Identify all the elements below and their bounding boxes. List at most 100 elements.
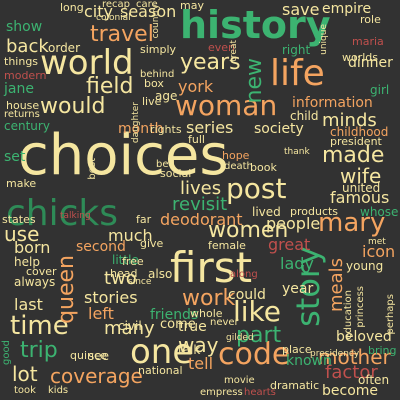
word-right: right bbox=[282, 43, 311, 57]
word-like: like bbox=[233, 295, 282, 328]
word-york: york bbox=[178, 77, 214, 96]
word-set: set bbox=[4, 149, 26, 165]
word-presidency: presidency bbox=[310, 349, 360, 359]
word-choices: choices bbox=[18, 123, 229, 188]
word-age: age bbox=[155, 89, 178, 103]
word-kids: kids bbox=[48, 385, 69, 396]
word-states: states bbox=[2, 213, 36, 226]
word-often: often bbox=[358, 373, 390, 387]
word-queen: queen bbox=[54, 255, 79, 324]
word-best: best bbox=[87, 158, 98, 180]
word-series: series bbox=[186, 118, 234, 137]
word-year: year bbox=[282, 281, 314, 297]
word-always: always bbox=[14, 275, 56, 289]
word-lives: lives bbox=[180, 178, 222, 199]
word-perhaps: perhaps bbox=[385, 294, 396, 335]
word-behind: behind bbox=[140, 69, 175, 80]
word-things: things bbox=[4, 55, 39, 68]
word-would: would bbox=[40, 94, 106, 119]
word-first: first bbox=[170, 243, 253, 292]
word-make: make bbox=[6, 177, 37, 190]
word-world: world bbox=[40, 43, 134, 83]
word-child: child bbox=[290, 109, 319, 123]
word-took: took bbox=[14, 385, 36, 396]
word-part: part bbox=[236, 323, 282, 348]
word-use: use bbox=[4, 222, 40, 246]
word-maria: maria bbox=[352, 35, 384, 48]
word-far: far bbox=[136, 213, 152, 226]
word-famous: famous bbox=[330, 188, 390, 207]
word-box: box bbox=[144, 77, 164, 90]
word-left: left bbox=[88, 304, 114, 323]
word-last: last bbox=[14, 295, 43, 314]
word-also: also bbox=[148, 267, 173, 281]
word-people: people bbox=[266, 214, 321, 233]
word-history: history bbox=[180, 3, 331, 47]
word-woman: woman bbox=[175, 89, 278, 122]
word-movie: movie bbox=[224, 375, 255, 386]
word-empress: empress bbox=[200, 387, 243, 398]
word-education: education bbox=[343, 290, 354, 340]
word-daughter: daughter bbox=[131, 102, 141, 144]
word-social: social bbox=[160, 167, 192, 180]
word-great: great bbox=[268, 235, 311, 254]
word-city: city bbox=[84, 2, 113, 21]
word-back: back bbox=[6, 36, 49, 57]
word-childhood: childhood bbox=[330, 125, 389, 139]
word-quince: quince bbox=[70, 349, 107, 362]
word-friends: friends bbox=[150, 307, 199, 323]
word-care: care bbox=[136, 0, 158, 10]
word-society: society bbox=[254, 121, 304, 137]
word-met: met bbox=[368, 237, 386, 247]
word-could: could bbox=[228, 287, 266, 303]
word-beloved: beloved bbox=[336, 329, 392, 345]
word-post: post bbox=[226, 172, 287, 205]
word-travel: travel bbox=[90, 22, 154, 47]
word-wife: wife bbox=[340, 164, 382, 188]
word-talk: talk bbox=[178, 343, 201, 357]
word-simply: simply bbox=[140, 43, 177, 56]
word-minds: minds bbox=[322, 110, 377, 131]
word-order: order bbox=[48, 41, 80, 55]
word-full: full bbox=[188, 133, 205, 146]
word-trip: trip bbox=[20, 338, 58, 363]
word-life: life bbox=[270, 53, 325, 94]
word-mary: mary bbox=[318, 208, 386, 238]
word-unique: unique bbox=[319, 24, 329, 55]
word-young: young bbox=[346, 259, 384, 273]
word-jane: jane bbox=[4, 81, 34, 97]
word-known: known bbox=[286, 353, 332, 369]
word-century: century bbox=[4, 119, 50, 133]
word-talking: talking bbox=[60, 211, 91, 221]
word-long: long bbox=[60, 1, 84, 14]
word-save: save bbox=[282, 0, 320, 19]
word-thank: thank bbox=[284, 147, 310, 157]
word-give: give bbox=[140, 237, 164, 250]
word-many: many bbox=[104, 318, 155, 339]
word-united: united bbox=[342, 181, 381, 195]
word-made: made bbox=[322, 143, 385, 168]
word-icon: icon bbox=[362, 242, 396, 261]
word-female: female bbox=[208, 239, 246, 252]
word-book: book bbox=[250, 161, 277, 174]
word-lady: lady bbox=[280, 254, 314, 273]
word-lived: lived bbox=[252, 205, 281, 219]
word-national: national bbox=[138, 364, 183, 377]
word-field: field bbox=[86, 74, 134, 99]
word-show: show bbox=[6, 19, 43, 35]
word-dramatic: dramatic bbox=[270, 379, 320, 392]
word-along: along bbox=[230, 269, 258, 280]
word-come: come bbox=[160, 317, 196, 332]
word-work: work bbox=[182, 286, 236, 311]
word-may: may bbox=[180, 0, 204, 12]
word-role: role bbox=[360, 13, 381, 26]
word-second: second bbox=[76, 239, 126, 255]
word-hearts: hearts bbox=[244, 387, 276, 398]
word-dinner: dinner bbox=[348, 55, 393, 71]
word-even: even bbox=[208, 41, 236, 54]
word-become: become bbox=[322, 383, 379, 399]
word-hope: hope bbox=[222, 149, 250, 162]
word-president: president bbox=[330, 135, 382, 148]
word-chicks: chicks bbox=[6, 193, 119, 234]
